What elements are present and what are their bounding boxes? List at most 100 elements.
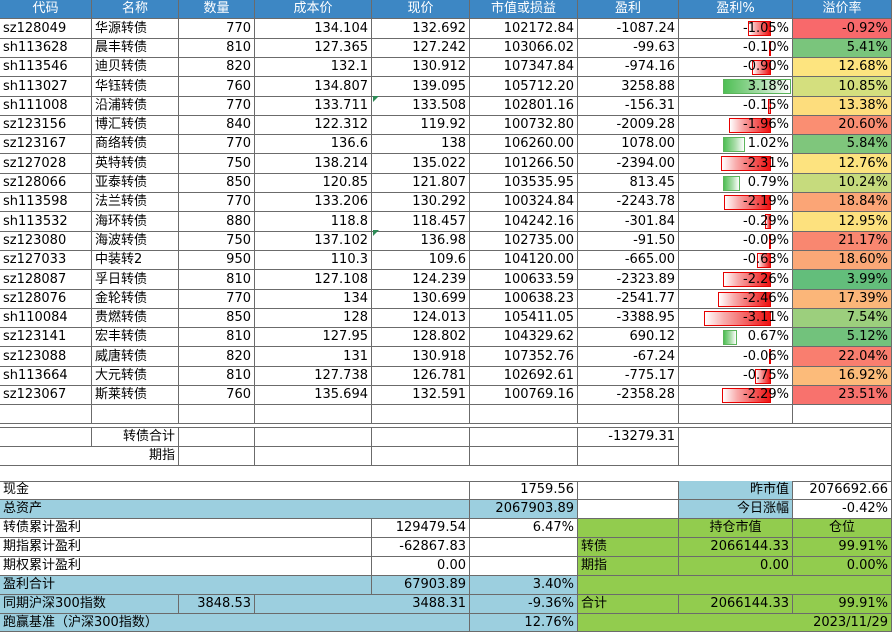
table-cell-price[interactable]: 132.591	[372, 386, 470, 405]
column-header[interactable]: 现价	[372, 0, 470, 19]
table-cell-qty[interactable]: 820	[179, 347, 255, 367]
table-cell-name[interactable]: 华源转债	[92, 19, 179, 39]
table-cell-premium[interactable]: 12.68%	[793, 58, 892, 77]
table-cell-name[interactable]: 中装转2	[92, 251, 179, 270]
table-cell-name[interactable]: 华钰转债	[92, 77, 179, 97]
assets-label[interactable]: 总资产	[0, 500, 470, 519]
hs300-pct[interactable]: -9.36%	[470, 595, 578, 614]
table-cell-pct[interactable]: -0.06%	[679, 347, 793, 367]
sum-label[interactable]: 合计	[578, 595, 679, 614]
table-cell-name[interactable]: 法兰转债	[92, 193, 179, 212]
table-cell-premium[interactable]: 13.38%	[793, 97, 892, 116]
table-cell-pct[interactable]: 0.79%	[679, 174, 793, 193]
table-cell-premium[interactable]: 7.54%	[793, 309, 892, 328]
table-cell-code[interactable]: sh113546	[0, 58, 92, 77]
table-cell-cost[interactable]: 128	[255, 309, 372, 328]
table-cell-code[interactable]: sz123141	[0, 328, 92, 347]
table-cell-qty[interactable]: 760	[179, 77, 255, 97]
beat-label[interactable]: 跑赢基准（沪深300指数）	[0, 614, 470, 632]
table-cell-profit[interactable]: -99.63	[578, 39, 679, 58]
table-cell-profit[interactable]: -665.00	[578, 251, 679, 270]
table-cell-name[interactable]: 斯莱转债	[92, 386, 179, 405]
empty-cell[interactable]	[470, 538, 578, 557]
table-cell-value[interactable]: 101266.50	[470, 154, 578, 174]
total-profit-label[interactable]: 盈利合计	[0, 576, 372, 595]
table-cell-code[interactable]: sz127028	[0, 154, 92, 174]
table-cell-code[interactable]: sz123156	[0, 116, 92, 135]
empty-cell[interactable]	[179, 447, 255, 466]
table-cell-code[interactable]: sz123088	[0, 347, 92, 367]
table-cell-qty[interactable]: 880	[179, 212, 255, 232]
yday-label[interactable]: 昨市值	[679, 481, 793, 500]
table-cell-qty[interactable]: 950	[179, 251, 255, 270]
assets-value[interactable]: 2067903.89	[470, 500, 578, 519]
table-cell-premium[interactable]: 3.99%	[793, 270, 892, 290]
table-cell-name[interactable]: 商络转债	[92, 135, 179, 154]
table-cell-qty[interactable]: 770	[179, 19, 255, 39]
table-cell-name[interactable]: 贵燃转债	[92, 309, 179, 328]
fut-pos[interactable]: 0.00%	[793, 557, 892, 576]
table-cell-value[interactable]: 102801.16	[470, 97, 578, 116]
table-cell-name[interactable]: 迪贝转债	[92, 58, 179, 77]
table-cell-value[interactable]: 107347.84	[470, 58, 578, 77]
table-cell-code[interactable]: sh113664	[0, 367, 92, 386]
table-cell-pct[interactable]: -3.11%	[679, 309, 793, 328]
opt-profit-label[interactable]: 期权累计盈利	[0, 557, 372, 576]
table-cell-price[interactable]: 133.508	[372, 97, 470, 116]
fut-value[interactable]: 0.00	[679, 557, 793, 576]
table-cell-pct[interactable]: -1.96%	[679, 116, 793, 135]
opt-profit-value[interactable]: 0.00	[372, 557, 470, 576]
table-cell-cost[interactable]: 137.102	[255, 232, 372, 251]
table-cell-name[interactable]: 沿浦转债	[92, 97, 179, 116]
table-cell-profit[interactable]: -301.84	[578, 212, 679, 232]
table-cell-price[interactable]: 128.802	[372, 328, 470, 347]
table-cell-profit[interactable]: 3258.88	[578, 77, 679, 97]
table-cell-code[interactable]: sz128076	[0, 290, 92, 309]
table-cell-price[interactable]: 118.457	[372, 212, 470, 232]
futures-label[interactable]: 期指	[0, 447, 179, 466]
empty-cell[interactable]	[470, 428, 578, 447]
empty-cell[interactable]	[578, 447, 679, 466]
table-cell-qty[interactable]: 760	[179, 386, 255, 405]
table-cell-code[interactable]: sz128087	[0, 270, 92, 290]
table-cell-price[interactable]: 139.095	[372, 77, 470, 97]
bond-label[interactable]: 转债	[578, 538, 679, 557]
empty-cell[interactable]	[679, 405, 793, 424]
bond-profit-value[interactable]: 129479.54	[372, 519, 470, 538]
empty-cell[interactable]	[578, 519, 679, 538]
table-cell-value[interactable]: 105411.05	[470, 309, 578, 328]
table-cell-profit[interactable]: -775.17	[578, 367, 679, 386]
table-cell-pct[interactable]: -0.63%	[679, 251, 793, 270]
table-cell-cost[interactable]: 118.8	[255, 212, 372, 232]
table-cell-profit[interactable]: -2394.00	[578, 154, 679, 174]
total-profit-pct[interactable]: 3.40%	[470, 576, 578, 595]
sum-pos[interactable]: 99.91%	[793, 595, 892, 614]
table-cell-profit[interactable]: -2009.28	[578, 116, 679, 135]
table-cell-cost[interactable]: 127.95	[255, 328, 372, 347]
table-cell-profit[interactable]: -156.31	[578, 97, 679, 116]
empty-row[interactable]	[0, 466, 892, 482]
table-cell-cost[interactable]: 135.694	[255, 386, 372, 405]
table-cell-value[interactable]: 103066.02	[470, 39, 578, 58]
table-cell-pct[interactable]: 0.67%	[679, 328, 793, 347]
table-cell-profit[interactable]: 690.12	[578, 328, 679, 347]
table-cell-pct[interactable]: -2.46%	[679, 290, 793, 309]
table-cell-cost[interactable]: 134.104	[255, 19, 372, 39]
table-cell-cost[interactable]: 131	[255, 347, 372, 367]
table-cell-profit[interactable]: 813.45	[578, 174, 679, 193]
table-cell-profit[interactable]: -2323.89	[578, 270, 679, 290]
table-cell-name[interactable]: 海环转债	[92, 212, 179, 232]
table-cell-value[interactable]: 102735.00	[470, 232, 578, 251]
table-cell-profit[interactable]: -3388.95	[578, 309, 679, 328]
hold-label[interactable]: 持仓市值	[679, 519, 793, 538]
table-cell-premium[interactable]: 21.17%	[793, 232, 892, 251]
empty-cell[interactable]	[179, 428, 255, 447]
empty-cell[interactable]	[255, 405, 372, 424]
table-cell-pct[interactable]: -0.75%	[679, 367, 793, 386]
table-cell-premium[interactable]: 10.24%	[793, 174, 892, 193]
table-cell-premium[interactable]: 16.92%	[793, 367, 892, 386]
table-cell-premium[interactable]: 5.84%	[793, 135, 892, 154]
table-cell-value[interactable]: 100324.84	[470, 193, 578, 212]
empty-cell[interactable]	[578, 576, 892, 595]
table-cell-price[interactable]: 124.013	[372, 309, 470, 328]
